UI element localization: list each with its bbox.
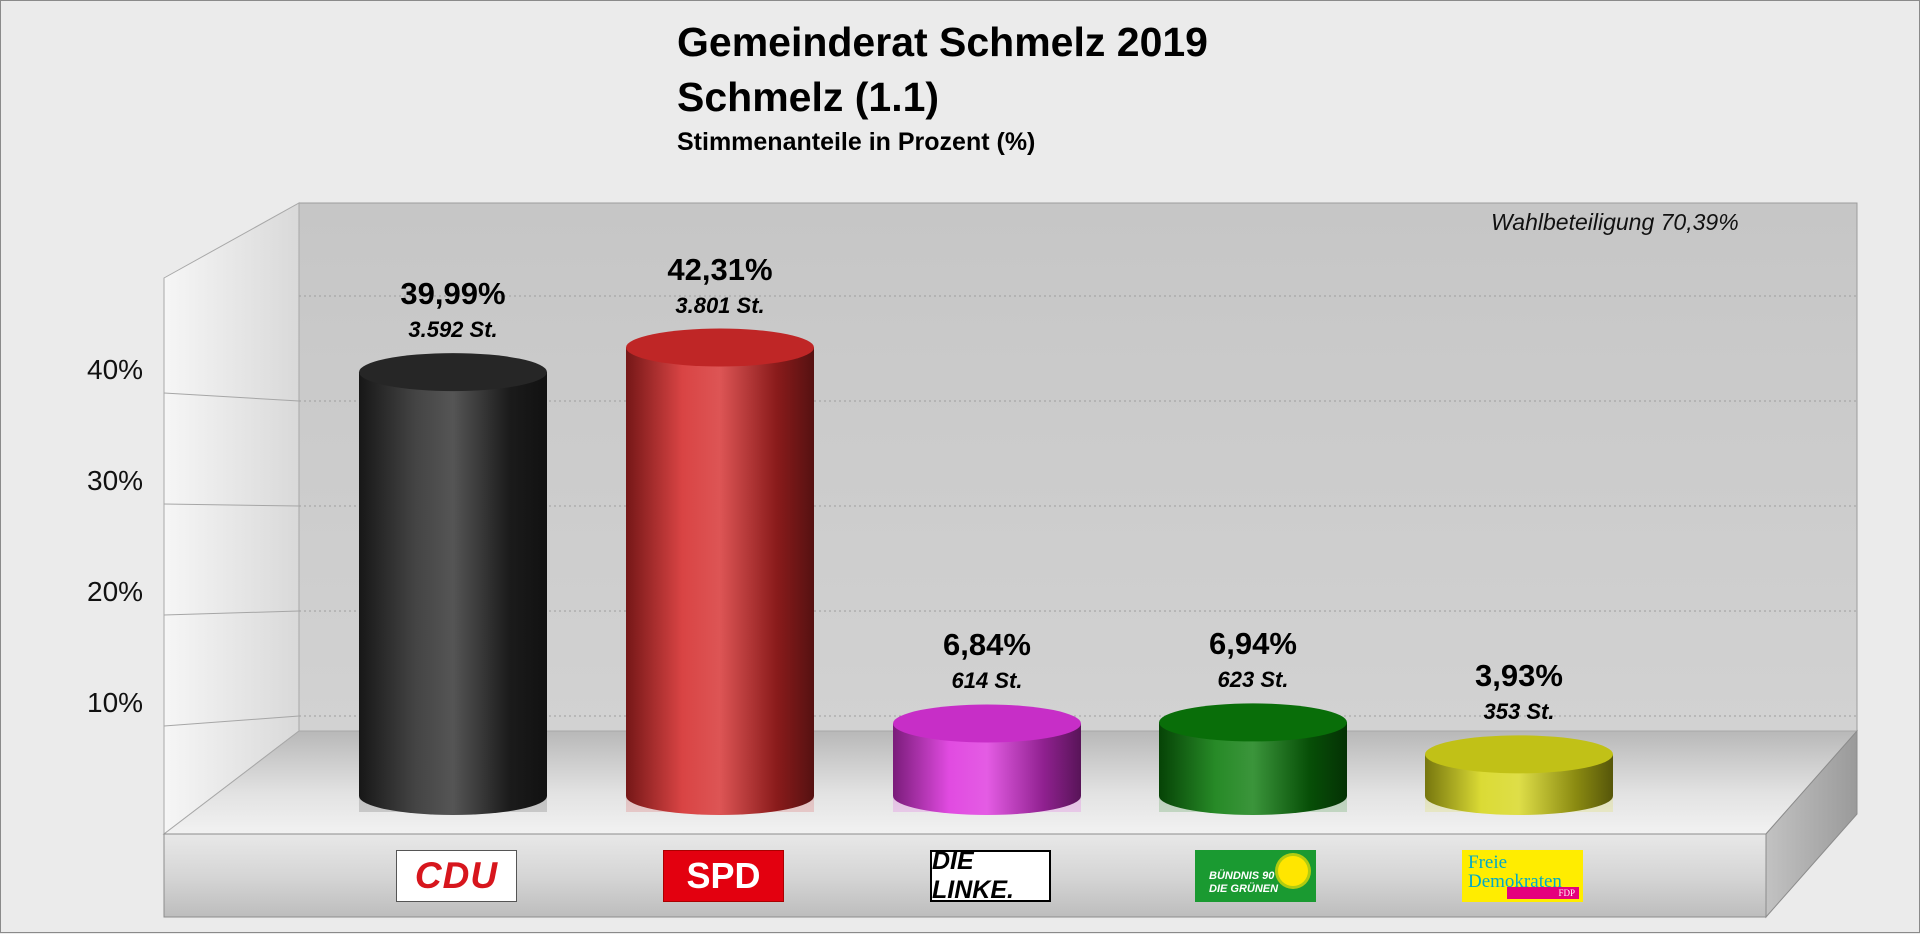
bar-votes-label: 3.801 St.	[675, 292, 765, 318]
die-linke-logo-text: DIE LINKE.	[932, 850, 1014, 902]
bar-value-label: 3,93%	[1475, 658, 1563, 694]
bar-top	[359, 353, 547, 392]
chart-ylabel: Stimmenanteile in Prozent (%)	[677, 128, 1036, 156]
bar-body	[1159, 722, 1347, 815]
bar-votes-label: 614 St.	[951, 668, 1023, 694]
bar-body	[893, 723, 1081, 815]
y-tick-label: 30%	[87, 465, 144, 496]
bar-value-label: 42,31%	[667, 251, 773, 287]
bar-value-label: 6,94%	[1209, 626, 1297, 662]
gridline-side-30	[163, 503, 300, 507]
gruene-logo-line2: DIE GRÜNEN	[1209, 883, 1279, 895]
gridlines	[163, 295, 1857, 727]
chart-title: Gemeinderat Schmelz 2019	[677, 19, 1208, 65]
bar-top	[893, 704, 1081, 743]
bar-spd	[626, 328, 814, 815]
fdp-logo-tag: FDP	[1507, 887, 1579, 899]
bar-votes-label: 623 St.	[1217, 667, 1289, 693]
spd-logo: SPD	[663, 850, 784, 902]
bar-value-label: 39,99%	[400, 276, 506, 312]
bar-value-label: 6,84%	[943, 627, 1031, 663]
gridline-side-10	[163, 715, 300, 727]
bar-freie-demokraten-fdp	[1425, 735, 1613, 815]
gridline-side-20	[163, 610, 300, 616]
turnout-annotation: Wahlbeteiligung 70,39%	[1491, 209, 1739, 235]
bars	[359, 328, 1613, 815]
bar-top	[1159, 703, 1347, 742]
base-right	[1765, 729, 1858, 919]
cdu-logo: CDU	[396, 850, 517, 902]
fdp-logo-line1: Freie	[1468, 852, 1508, 873]
left-wall	[163, 202, 300, 836]
bar-die-linke	[893, 704, 1081, 815]
bar-votes-label: 3.592 St.	[408, 317, 498, 343]
bar-cdu	[359, 353, 547, 815]
cdu-logo-text: CDU	[414, 855, 499, 896]
gruene-logo-line1: BÜNDNIS 90	[1209, 870, 1275, 882]
bar-votes-label: 353 St.	[1483, 699, 1555, 725]
die-linke-logo: DIE LINKE.	[930, 850, 1051, 902]
bar-bündnis-90-die-grünen	[1159, 703, 1347, 815]
fdp-logo: Freie Demokraten FDP	[1462, 850, 1583, 902]
chart-subtitle: Schmelz (1.1)	[677, 74, 940, 120]
bar-top	[626, 328, 814, 367]
y-tick-label: 10%	[87, 687, 144, 718]
bar-body	[626, 347, 814, 815]
spd-logo-text: SPD	[686, 855, 761, 896]
fdp-logo-line2: Demokraten	[1468, 871, 1562, 892]
y-tick-label: 40%	[87, 354, 144, 385]
sunflower-icon	[1278, 856, 1308, 886]
bar-body	[359, 372, 547, 815]
bar-top	[1425, 735, 1613, 774]
gridline-side-40	[163, 392, 300, 402]
y-tick-label: 20%	[87, 576, 144, 607]
gruene-logo: BÜNDNIS 90 DIE GRÜNEN	[1195, 850, 1316, 902]
